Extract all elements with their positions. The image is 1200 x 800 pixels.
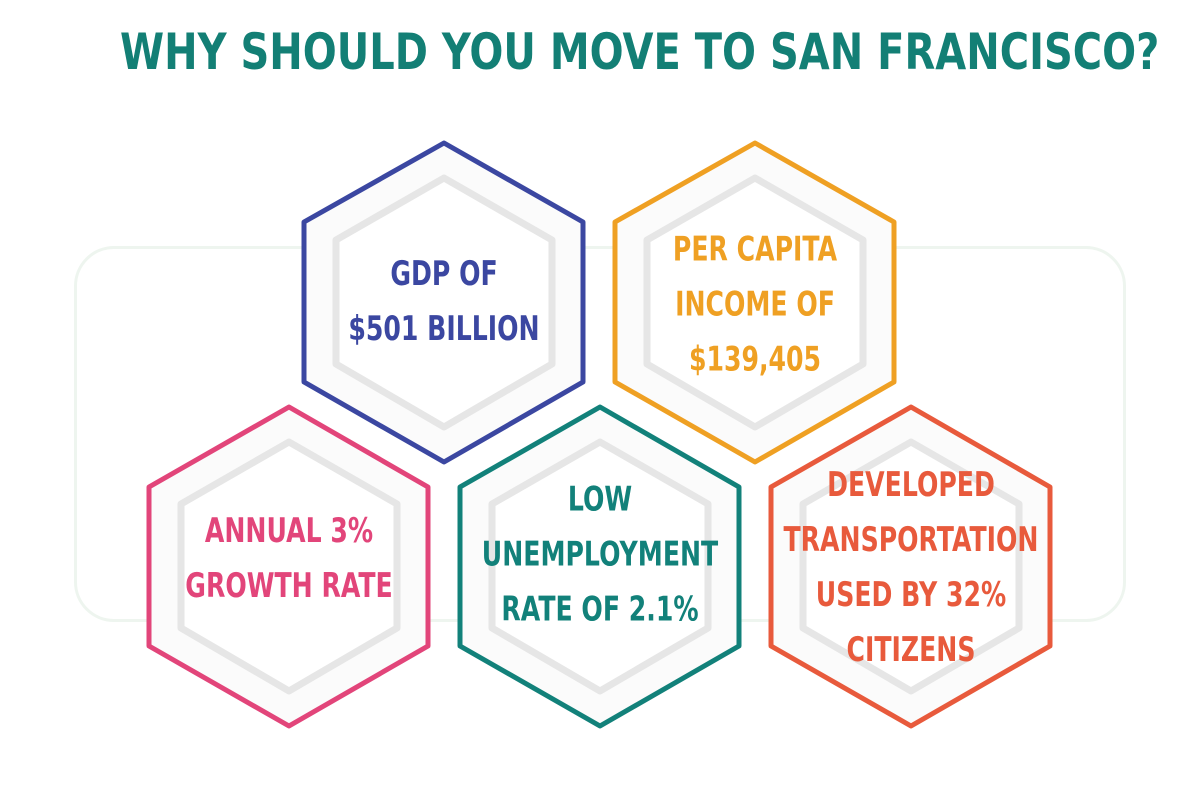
hexagon-label-line: DEVELOPED bbox=[827, 465, 995, 505]
hexagon-label-line: RATE OF 2.1% bbox=[501, 589, 699, 630]
hexagon-label-line: ANNUAL 3% bbox=[204, 511, 374, 551]
hexagon-label-line: $139,405 bbox=[688, 339, 822, 380]
hexagon-annual-growth-inner bbox=[177, 438, 401, 695]
hexagon-per-capita-income-inner bbox=[643, 174, 867, 431]
hexagon-gdp bbox=[301, 140, 586, 465]
hexagon-developed-transportation bbox=[768, 404, 1053, 729]
hexagon-per-capita-income-label: PER CAPITA INCOME OF $139,405 bbox=[673, 223, 837, 388]
hexagon-label-line: INCOME OF bbox=[675, 284, 835, 325]
hexagon-low-unemployment-label: LOW UNEMPLOYMENT RATE OF 2.1% bbox=[482, 473, 718, 638]
hexagon-label-line: USED BY 32% bbox=[815, 575, 1007, 615]
hexagon-label-line: GDP OF bbox=[390, 254, 498, 294]
hexagon-label-line: TRANSPORTATION bbox=[783, 520, 1039, 560]
hexagon-label-line: GROWTH RATE bbox=[185, 566, 393, 606]
hexagon-annual-growth-label: ANNUAL 3% GROWTH RATE bbox=[185, 504, 392, 614]
hexagon-developed-transportation-label: DEVELOPED TRANSPORTATION USED BY 32% CIT… bbox=[784, 458, 1039, 678]
hexagon-low-unemployment bbox=[457, 404, 742, 729]
page-title: WHY SHOULD YOU MOVE TO SAN FRANCISCO? bbox=[120, 23, 1160, 81]
hexagon-low-unemployment-inner bbox=[488, 438, 712, 695]
hexagon-developed-transportation-inner bbox=[799, 438, 1023, 695]
hexagon-label-line: $501 BILLION bbox=[348, 309, 540, 349]
hexagon-per-capita-income bbox=[612, 140, 897, 465]
hexagon-label-line: CITIZENS bbox=[846, 630, 976, 670]
hexagon-gdp-inner bbox=[332, 174, 556, 431]
hexagon-label-line: UNEMPLOYMENT bbox=[481, 534, 719, 575]
hexagon-label-line: LOW bbox=[567, 479, 633, 520]
hexagon-label-line: PER CAPITA bbox=[672, 229, 838, 270]
hexagon-annual-growth bbox=[146, 404, 431, 729]
hexagon-gdp-label: GDP OF $501 BILLION bbox=[348, 247, 539, 357]
